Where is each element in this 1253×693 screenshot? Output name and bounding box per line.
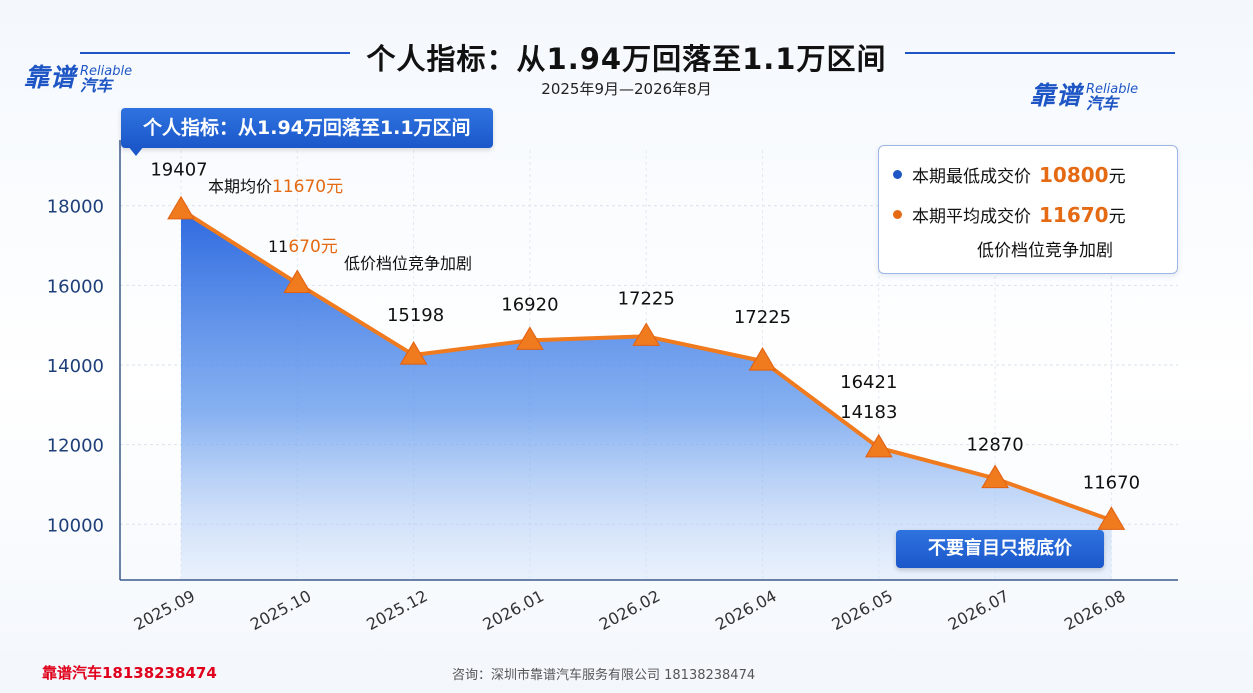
data-point-marker (632, 322, 661, 346)
x-tick-label: 2026.02 (596, 586, 663, 634)
title-divider-right (905, 52, 1175, 54)
headline-callout: 个人指标：从1.94万回落至1.1万区间 (121, 108, 493, 148)
data-label: 17225 (618, 288, 675, 309)
data-label: 19407 (150, 160, 207, 181)
logo-en: Reliable (1086, 82, 1139, 97)
title-bar: 个人指标：从1.94万回落至1.1万区间 (0, 28, 1253, 78)
page-title: 个人指标：从1.94万回落至1.1万区间 (366, 42, 887, 76)
mid-prefix: 11 (268, 237, 289, 256)
legend-row-avg: 本期平均成交价 11670 元 (893, 202, 1126, 227)
data-label: 12870 (966, 434, 1023, 455)
data-label: 11670 (1083, 472, 1140, 493)
mid-price-annotation: 11670元 (268, 232, 338, 257)
data-point-marker (1097, 506, 1126, 530)
marker-layer (167, 195, 1126, 530)
x-tick-label: 2025.12 (363, 586, 430, 634)
data-point-marker (864, 433, 893, 458)
avg-price-annotation: 本期均价11670元 (208, 172, 343, 197)
data-point-marker (283, 269, 312, 293)
data-label: 17225 (734, 307, 791, 328)
legend-value-avg: 11670 (1039, 202, 1109, 227)
data-point-marker (516, 326, 544, 350)
logo-cn: 靠谱 (1030, 81, 1083, 110)
callout-tail (128, 146, 144, 156)
legend-dot-blue (893, 170, 902, 179)
footer-contact: 咨询：深圳市靠谱汽车服务有限公司 18138238474 (452, 668, 756, 683)
y-tick-label: 18000 (47, 197, 104, 218)
data-label: 16421 (840, 372, 897, 393)
avg-value: 11670元 (272, 177, 344, 197)
y-tick-label: 14000 (47, 356, 104, 377)
title-divider-left (80, 52, 350, 54)
data-label: 15198 (387, 305, 444, 326)
data-point-marker (399, 341, 428, 365)
logo-cn: 靠谱 (24, 63, 77, 92)
legend-dot-orange (893, 210, 902, 219)
data-point-marker (981, 464, 1009, 489)
logo-en: Reliable (80, 64, 133, 79)
data-label: 14183 (840, 402, 897, 423)
legend-row-min: 本期最低成交价 10800 元 (893, 162, 1126, 187)
logo-cn2: 汽车 (1086, 94, 1119, 113)
data-point-marker (167, 195, 195, 220)
legend-unit-avg: 元 (1108, 207, 1126, 227)
footer-brand-phone: 靠谱汽车18138238474 (42, 664, 217, 682)
data-point-marker (748, 347, 777, 371)
x-tick-label: 2026.01 (480, 586, 547, 634)
x-tick-label: 2026.08 (1061, 586, 1128, 634)
data-label-layer: 19407 15198 16920 17225 17225 16421 14183 12870… (150, 160, 1140, 494)
legend-value-min: 10800 (1039, 162, 1109, 187)
page-subtitle: 2025年9月—2026年8月 (541, 80, 712, 98)
series-area (181, 209, 1112, 580)
area-layer (181, 209, 1112, 580)
mid-value: 670元 (288, 237, 338, 257)
avg-prefix: 本期均价 (208, 177, 273, 196)
brand-logo-right: 靠谱 Reliable 汽车 (1030, 76, 1138, 112)
x-tick-label: 2026.05 (829, 586, 896, 634)
competition-note: 低价档位竞争加剧 (344, 254, 473, 273)
warning-button[interactable]: 不要盲目只报底价 (896, 530, 1104, 568)
legend-note: 低价档位竞争加剧 (977, 241, 1113, 261)
x-tick-label: 2026.07 (945, 586, 1012, 634)
logo-cn2: 汽车 (80, 76, 113, 95)
legend-label-avg: 本期平均成交价 (912, 207, 1031, 227)
x-tick-label: 2025.09 (131, 586, 198, 634)
x-tick-label: 2025.10 (247, 586, 314, 634)
y-tick-label: 12000 (47, 436, 104, 457)
legend-label-min: 本期最低成交价 (912, 167, 1031, 187)
data-label: 16920 (501, 294, 558, 315)
y-tick-label: 10000 (47, 515, 104, 536)
x-tick-label: 2026.04 (712, 586, 779, 634)
legend-unit-min: 元 (1108, 167, 1126, 187)
brand-logo-left: 靠谱 Reliable 汽车 (24, 58, 132, 94)
legend-box: 本期最低成交价 10800 元 本期平均成交价 11670 元 低价档位竞争加剧 (878, 145, 1178, 274)
y-tick-label: 16000 (47, 276, 104, 297)
